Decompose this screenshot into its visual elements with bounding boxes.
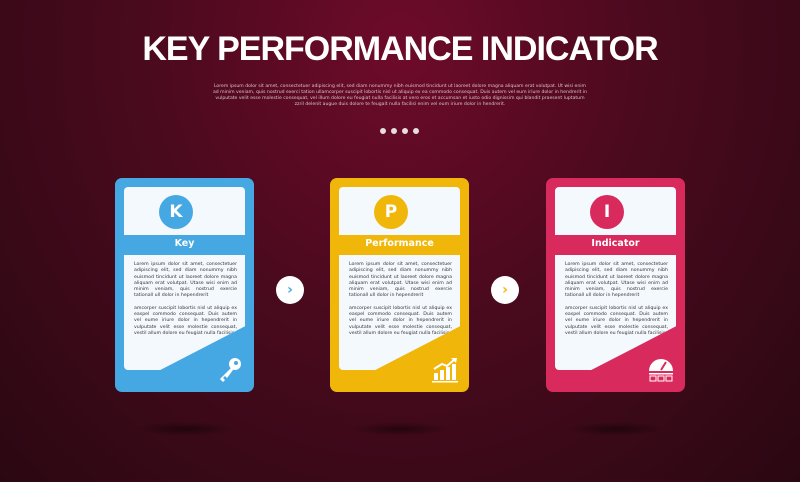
card-text: amcorper suscipit lobortis nisl ut aliqu…	[565, 305, 668, 336]
subtitle-text: Lorem ipsum dolor sit amet, consectetuer…	[212, 84, 588, 107]
card-shadow	[566, 422, 666, 436]
card-body-panel: Lorem ipsum dolor sit amet, consectetuer…	[339, 255, 460, 370]
card-shadow	[350, 422, 450, 436]
card-text: Lorem ipsum dolor sit amet, consectetuer…	[565, 262, 668, 299]
card-text: amcorper suscipit lobortis nisl ut aliqu…	[349, 305, 452, 336]
kpi-card-indicator: I Indicator Lorem ipsum dolor sit amet, …	[546, 178, 685, 392]
chevron-right-icon: ›	[502, 282, 508, 298]
kpi-card-performance: P Performance Lorem ipsum dolor sit amet…	[330, 178, 469, 392]
dot	[402, 128, 408, 134]
card-label: Key	[174, 238, 195, 249]
key-icon	[216, 355, 244, 383]
arrow-next-icon: ›	[491, 276, 519, 304]
letter-badge: K	[159, 195, 193, 229]
card-text: Lorem ipsum dolor sit amet, consectetuer…	[349, 262, 452, 299]
card-shadow	[135, 422, 235, 436]
card-text: Lorem ipsum dolor sit amet, consectetuer…	[134, 262, 237, 299]
letter-badge: I	[590, 195, 624, 229]
pagination-dots	[380, 128, 419, 134]
card-text: amcorper suscipit lobortis nisl ut aliqu…	[134, 305, 237, 336]
page-title: KEY PERFORMANCE INDICATOR	[142, 30, 658, 68]
card-label: Performance	[365, 238, 434, 249]
card-label: Indicator	[591, 238, 640, 249]
kpi-card-key: K Key Lorem ipsum dolor sit amet, consec…	[115, 178, 254, 392]
dot	[413, 128, 419, 134]
dot	[380, 128, 386, 134]
card-body-panel: Lorem ipsum dolor sit amet, consectetuer…	[555, 255, 676, 370]
dot	[391, 128, 397, 134]
chevron-right-icon: ›	[287, 282, 293, 298]
arrow-next-icon: ›	[276, 276, 304, 304]
letter-badge: P	[374, 195, 408, 229]
gauge-icon	[647, 355, 675, 383]
growth-chart-icon	[431, 355, 459, 383]
card-body-panel: Lorem ipsum dolor sit amet, consectetuer…	[124, 255, 245, 370]
